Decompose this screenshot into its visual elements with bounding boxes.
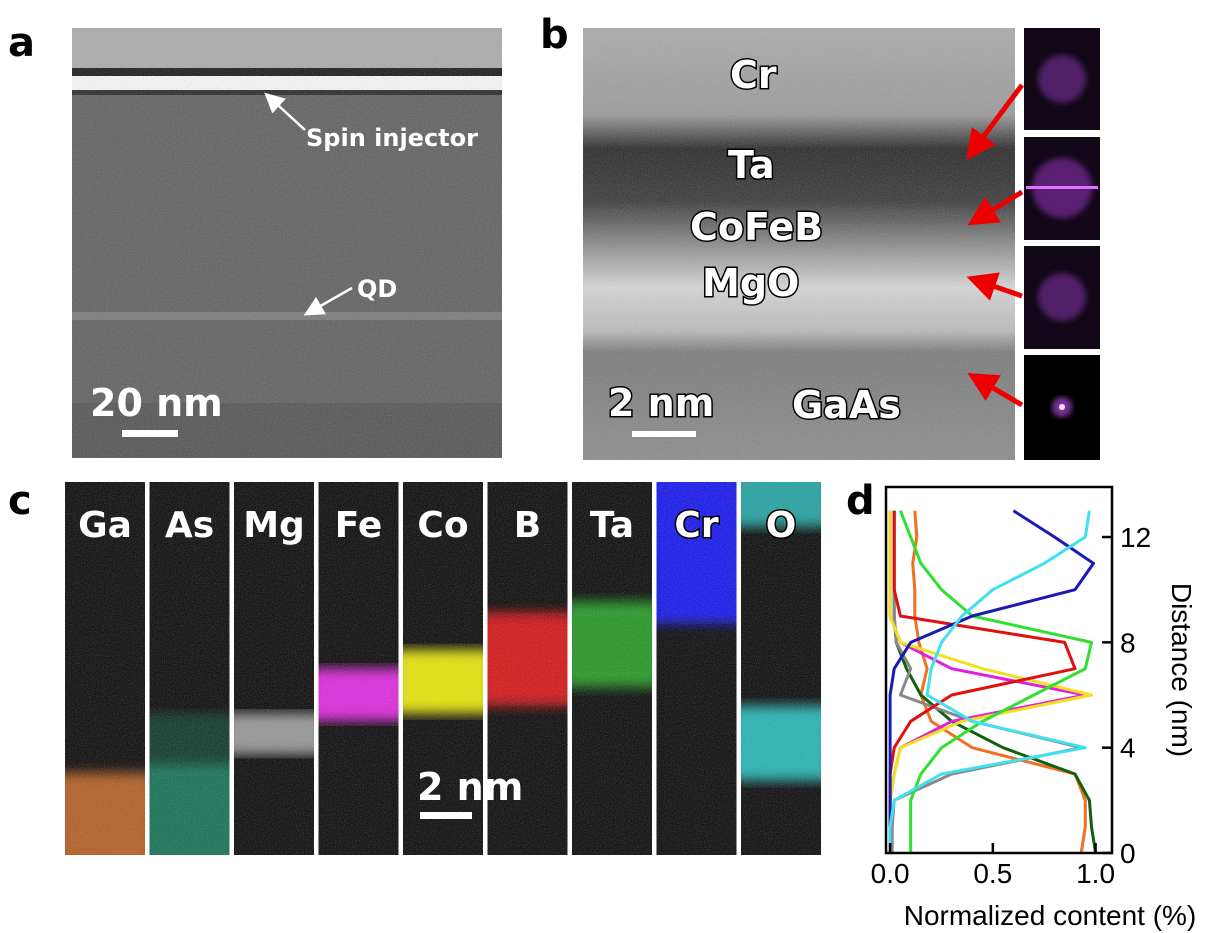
panel-label: a xyxy=(8,20,35,66)
panel-label: b xyxy=(540,12,569,58)
texture xyxy=(318,482,399,855)
arrow xyxy=(966,83,1025,161)
layer-label: MgO xyxy=(702,261,799,305)
x-tick-label: 0.5 xyxy=(973,858,1012,889)
plot-frame xyxy=(884,485,1114,855)
scale-bar-label: 2 nm xyxy=(608,381,714,425)
scale-bar xyxy=(632,431,696,437)
element-label: O xyxy=(766,505,797,546)
series-line xyxy=(888,510,1091,853)
y-tick-label: 12 xyxy=(1120,522,1151,553)
scale-bar-label: 20 nm xyxy=(90,381,223,425)
arrow xyxy=(967,189,1024,226)
texture xyxy=(572,482,652,855)
element-label: Ta xyxy=(590,505,634,546)
arrow xyxy=(967,372,1024,408)
scale-bar xyxy=(122,430,178,437)
texture xyxy=(65,482,145,855)
texture xyxy=(656,482,737,855)
element-label: Ga xyxy=(78,505,132,546)
panel-label: d xyxy=(846,478,875,524)
panel-a: a Spin injector QD 20 nm xyxy=(8,20,502,458)
element-label: Co xyxy=(417,505,468,546)
y-tick-label: 0 xyxy=(1120,838,1136,869)
fft-spot xyxy=(1059,404,1065,410)
texture xyxy=(403,482,483,855)
x-axis-label: Normalized content (%) xyxy=(904,900,1197,931)
scale-bar xyxy=(420,812,472,819)
layer-label: CoFeB xyxy=(690,205,823,249)
map-signal xyxy=(656,482,737,855)
texture xyxy=(72,28,502,458)
texture xyxy=(487,482,568,855)
y-tick-label: 4 xyxy=(1120,733,1136,764)
map-signal xyxy=(403,482,483,855)
map-signal xyxy=(149,482,230,855)
x-tick-label: 0.0 xyxy=(871,858,910,889)
annotation: QD xyxy=(357,275,397,303)
map-signal xyxy=(65,482,145,855)
map-signal xyxy=(741,482,821,855)
map-signal xyxy=(234,482,314,855)
fft-pattern xyxy=(1038,273,1086,321)
element-label: Cr xyxy=(674,505,718,546)
layer-label: Cr xyxy=(730,53,777,97)
panel-label: c xyxy=(8,478,32,524)
texture xyxy=(741,482,821,855)
y-tick-label: 8 xyxy=(1120,627,1136,658)
texture xyxy=(234,482,314,855)
fft-streak xyxy=(1026,186,1098,189)
texture xyxy=(149,482,230,855)
map-signal xyxy=(572,482,652,855)
fft-pattern xyxy=(1038,55,1086,103)
texture xyxy=(583,28,1015,460)
element-label: Mg xyxy=(243,505,305,546)
panel-b: b Cr Ta CoFeB MgO GaAs 2 nm xyxy=(540,12,1100,460)
layer-label: Ta xyxy=(728,143,775,187)
panel-d: d 0.0 0.5 1.00 4 8 12 Normalized content (%) Dis… xyxy=(846,478,1197,931)
layer-label: GaAs xyxy=(792,383,901,427)
element-label: Fe xyxy=(335,505,383,546)
map-signal xyxy=(318,482,399,855)
arrow xyxy=(966,272,1023,301)
element-label: As xyxy=(165,505,214,546)
series-line xyxy=(888,509,1095,853)
arrow xyxy=(303,286,353,316)
arrow xyxy=(264,92,306,131)
element-label: B xyxy=(514,505,541,546)
panel-c: c Ga As Mg Fe Co B Ta Cr O 2 nm xyxy=(8,478,821,855)
annotation: Spin injector xyxy=(306,124,478,152)
scale-bar-label: 2 nm xyxy=(417,765,523,809)
map-signal xyxy=(487,482,568,855)
series-line xyxy=(911,510,1087,854)
x-tick-label: 1.0 xyxy=(1076,858,1115,889)
fft-insets xyxy=(1024,28,1100,460)
y-axis-label: Distance (nm) xyxy=(1166,583,1197,757)
series-line xyxy=(899,510,1093,853)
